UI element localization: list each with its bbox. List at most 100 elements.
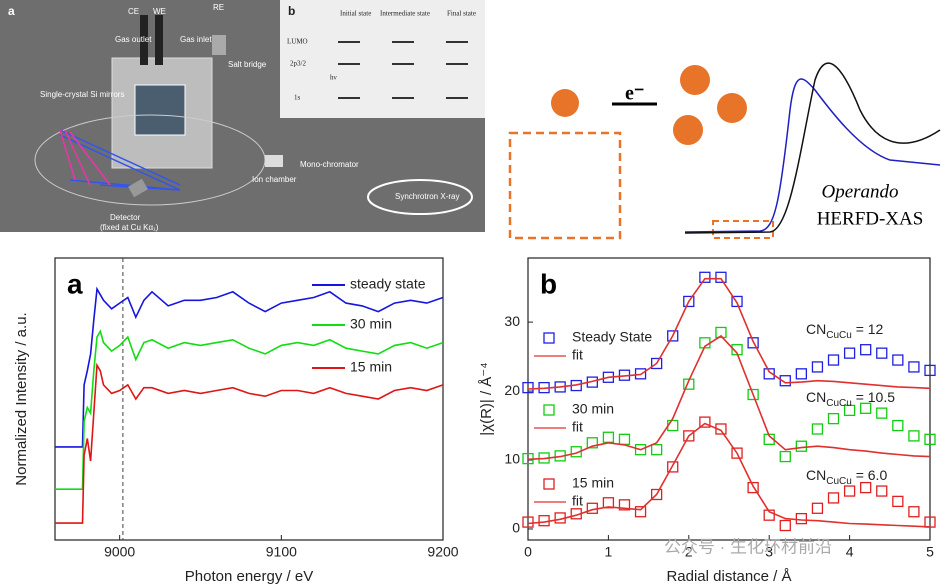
series-line bbox=[527, 422, 931, 528]
annotation-rest: = 12 bbox=[852, 321, 884, 337]
marker bbox=[860, 344, 872, 356]
x-tick-label: 9100 bbox=[266, 544, 297, 560]
particle bbox=[717, 93, 747, 123]
marker bbox=[715, 326, 727, 339]
marker bbox=[892, 354, 904, 366]
legend-label: 15 min bbox=[350, 359, 392, 375]
legend-label: 15 min bbox=[572, 475, 614, 491]
marker bbox=[731, 447, 743, 459]
marker bbox=[843, 404, 856, 417]
x-tick-label: 5 bbox=[926, 544, 934, 560]
panel-label: b bbox=[540, 268, 557, 299]
marker bbox=[747, 337, 759, 349]
zoom-box bbox=[508, 131, 622, 240]
detector bbox=[128, 178, 148, 198]
legend-label: Steady State bbox=[572, 329, 652, 345]
legend-swatch bbox=[543, 332, 555, 344]
marker bbox=[908, 361, 920, 373]
marker bbox=[860, 481, 872, 494]
marker bbox=[602, 497, 615, 509]
y-tick-label: 20 bbox=[504, 382, 520, 398]
panel-label: a bbox=[8, 4, 15, 18]
label: 2p3/2 bbox=[290, 60, 306, 68]
marker bbox=[876, 485, 888, 497]
annotation-rest: = 10.5 bbox=[852, 389, 895, 405]
x-tick-label: 4 bbox=[846, 544, 854, 560]
electrode bbox=[155, 15, 163, 65]
annotation: CNCuCu = 10.5 bbox=[806, 389, 895, 409]
marker bbox=[650, 488, 663, 501]
marker bbox=[860, 402, 872, 414]
panel-label: b bbox=[288, 4, 295, 18]
marker bbox=[795, 440, 808, 452]
marker bbox=[618, 499, 631, 511]
marker bbox=[876, 407, 888, 419]
series-line bbox=[55, 286, 444, 448]
panel-label: a bbox=[67, 268, 83, 299]
levels bbox=[338, 41, 468, 99]
marker bbox=[522, 516, 534, 528]
marker bbox=[650, 444, 663, 456]
marker bbox=[924, 364, 936, 377]
label: LUMO bbox=[287, 38, 308, 46]
label: WE bbox=[153, 7, 166, 16]
schematic: a CE WE RE Gas outlet Gas inlet Salt bri… bbox=[0, 0, 485, 232]
plot-frame bbox=[527, 257, 931, 541]
y-axis-label: Normalized Intensity / a.u. bbox=[13, 312, 30, 485]
electron-label: e⁻ bbox=[625, 83, 644, 105]
marker bbox=[811, 361, 824, 373]
label: Detector bbox=[110, 213, 141, 222]
x-tick-label: 9000 bbox=[104, 544, 135, 560]
plot-frame bbox=[54, 257, 444, 541]
series-line bbox=[55, 362, 444, 524]
annotation-rest: = 6.0 bbox=[852, 467, 888, 483]
beam bbox=[59, 129, 111, 186]
legend-label: fit bbox=[572, 419, 583, 435]
legend-label: fit bbox=[572, 347, 583, 363]
ion-chamber bbox=[265, 155, 283, 167]
annotation-sub: CuCu bbox=[826, 476, 852, 487]
marker bbox=[683, 295, 695, 308]
spectrum-sketch bbox=[684, 62, 941, 234]
label: Ion chamber bbox=[252, 175, 297, 184]
marker bbox=[811, 502, 824, 514]
marker bbox=[924, 433, 936, 445]
marker bbox=[699, 271, 711, 283]
legend-label: fit bbox=[572, 493, 583, 509]
marker bbox=[843, 347, 856, 359]
marker bbox=[634, 444, 647, 456]
synchrotron bbox=[367, 179, 473, 215]
x-tick-label: 2 bbox=[685, 544, 693, 560]
legend-label: 30 min bbox=[572, 401, 614, 417]
marker bbox=[522, 381, 534, 394]
inset-bg bbox=[280, 0, 485, 118]
x-axis-label: Photon energy / eV bbox=[185, 568, 313, 585]
charts: 9000 9100 9200 Photon energy / eV Normalized… bbox=[13, 257, 936, 585]
marker bbox=[683, 430, 695, 442]
cell bbox=[134, 84, 186, 136]
marker bbox=[779, 450, 791, 463]
annotation-text: CN bbox=[806, 321, 826, 337]
label: Synchrotron X-ray bbox=[395, 192, 459, 201]
legend-swatch bbox=[543, 404, 555, 416]
annotation-text: CN bbox=[806, 389, 826, 405]
marker bbox=[779, 519, 791, 532]
legend-label: 30 min bbox=[350, 316, 392, 332]
marker bbox=[715, 271, 727, 283]
marker bbox=[892, 419, 904, 432]
annotation-sub: CuCu bbox=[826, 398, 852, 409]
marker bbox=[827, 354, 840, 366]
label: hν bbox=[330, 74, 337, 82]
y-axis-label: |χ(R)| / Å⁻⁴ bbox=[478, 362, 495, 435]
label: (fixed at Cu Kα₁) bbox=[100, 223, 159, 232]
label: Gas outlet bbox=[115, 35, 152, 44]
legend-swatch bbox=[543, 478, 555, 490]
label: CE bbox=[128, 7, 139, 16]
annotation-sub: CuCu bbox=[826, 330, 852, 341]
label: RE bbox=[213, 3, 224, 12]
marker bbox=[747, 481, 759, 494]
marker bbox=[795, 368, 808, 380]
y-tick-label: 0 bbox=[512, 520, 520, 536]
marker bbox=[763, 509, 775, 521]
marker bbox=[618, 433, 631, 445]
